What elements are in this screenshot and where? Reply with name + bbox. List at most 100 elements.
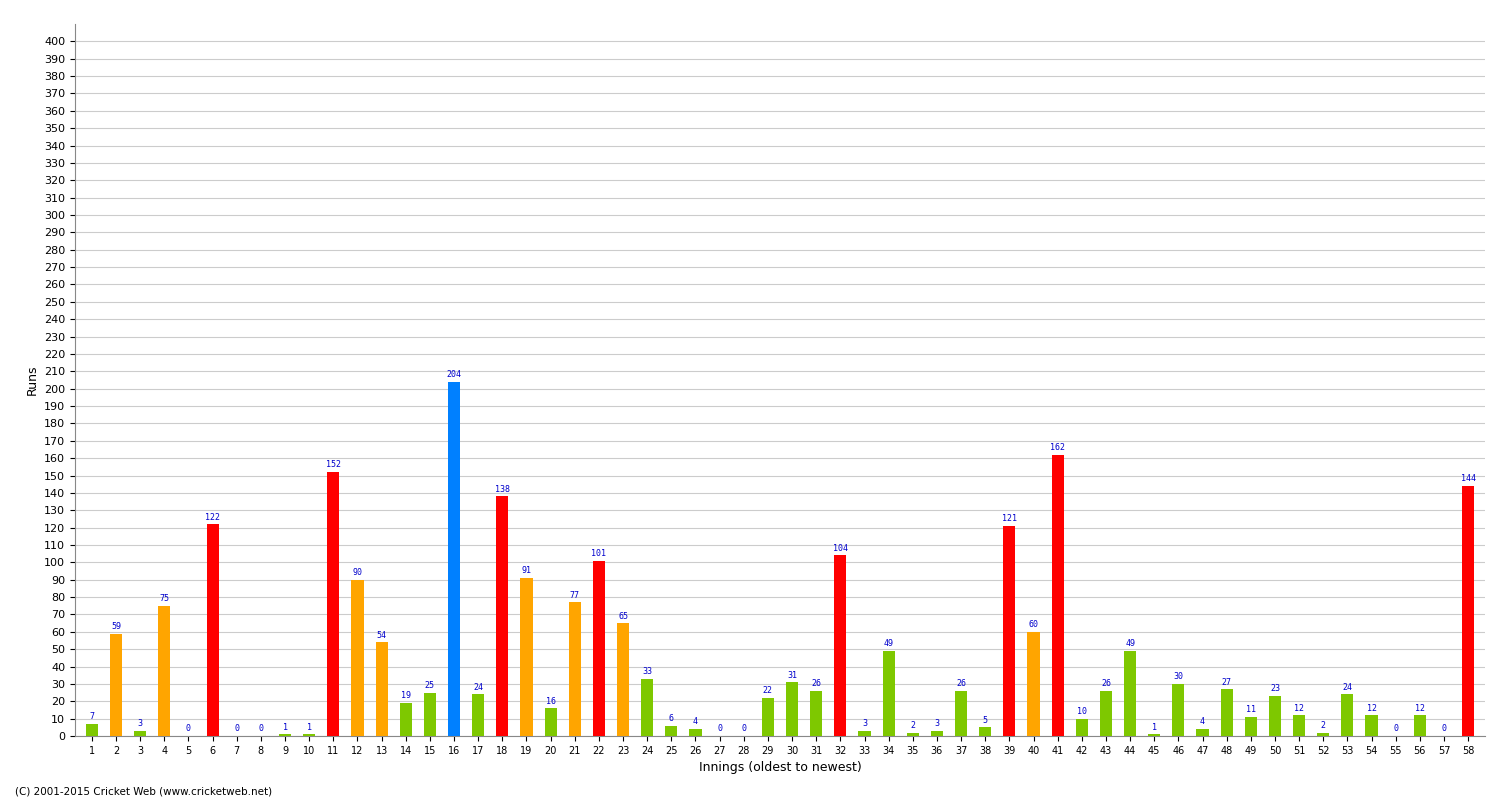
- Text: 0: 0: [186, 724, 190, 734]
- Bar: [448, 382, 460, 736]
- Text: 24: 24: [1342, 682, 1353, 692]
- Text: 0: 0: [717, 724, 722, 734]
- Text: 6: 6: [669, 714, 674, 723]
- Bar: [666, 726, 678, 736]
- Text: 122: 122: [206, 513, 220, 522]
- Bar: [1341, 694, 1353, 736]
- Bar: [496, 496, 508, 736]
- Bar: [1365, 715, 1377, 736]
- Bar: [424, 693, 436, 736]
- Text: 22: 22: [764, 686, 772, 695]
- Text: 3: 3: [934, 719, 939, 728]
- Bar: [1462, 486, 1474, 736]
- Bar: [882, 651, 894, 736]
- Text: 204: 204: [447, 370, 462, 379]
- Text: 101: 101: [591, 549, 606, 558]
- Bar: [1245, 717, 1257, 736]
- Text: 65: 65: [618, 611, 628, 621]
- Bar: [375, 642, 387, 736]
- Text: 3: 3: [862, 719, 867, 728]
- Text: (C) 2001-2015 Cricket Web (www.cricketweb.net): (C) 2001-2015 Cricket Web (www.cricketwe…: [15, 786, 272, 796]
- Text: 75: 75: [159, 594, 170, 603]
- Bar: [616, 623, 628, 736]
- Text: 16: 16: [546, 697, 555, 706]
- Text: 3: 3: [138, 719, 142, 728]
- Text: 60: 60: [1029, 620, 1038, 630]
- Bar: [1004, 526, 1016, 736]
- Bar: [932, 730, 944, 736]
- Bar: [1221, 689, 1233, 736]
- Bar: [956, 691, 968, 736]
- Text: 1: 1: [306, 722, 312, 732]
- Bar: [1269, 696, 1281, 736]
- Text: 26: 26: [812, 679, 820, 688]
- Text: 0: 0: [1442, 724, 1446, 734]
- Text: 121: 121: [1002, 514, 1017, 523]
- Text: 5: 5: [982, 716, 987, 725]
- Text: 26: 26: [956, 679, 966, 688]
- Text: 26: 26: [1101, 679, 1112, 688]
- Bar: [1414, 715, 1426, 736]
- Bar: [327, 472, 339, 736]
- Bar: [472, 694, 484, 736]
- Text: 0: 0: [1394, 724, 1398, 734]
- Text: 10: 10: [1077, 707, 1088, 716]
- X-axis label: Innings (oldest to newest): Innings (oldest to newest): [699, 762, 861, 774]
- Y-axis label: Runs: Runs: [26, 365, 39, 395]
- Bar: [834, 555, 846, 736]
- Text: 4: 4: [1200, 718, 1204, 726]
- Text: 12: 12: [1366, 703, 1377, 713]
- Text: 0: 0: [234, 724, 240, 734]
- Bar: [1173, 684, 1185, 736]
- Bar: [1100, 691, 1112, 736]
- Text: 12: 12: [1294, 703, 1304, 713]
- Text: 49: 49: [884, 639, 894, 648]
- Bar: [568, 602, 580, 736]
- Bar: [399, 703, 412, 736]
- Text: 12: 12: [1414, 703, 1425, 713]
- Bar: [544, 708, 556, 736]
- Text: 27: 27: [1221, 678, 1232, 686]
- Bar: [520, 578, 532, 736]
- Text: 1: 1: [282, 722, 288, 732]
- Bar: [640, 678, 652, 736]
- Text: 7: 7: [90, 712, 94, 722]
- Bar: [110, 634, 122, 736]
- Bar: [908, 733, 920, 736]
- Text: 138: 138: [495, 485, 510, 494]
- Bar: [762, 698, 774, 736]
- Text: 0: 0: [258, 724, 264, 734]
- Text: 30: 30: [1173, 672, 1184, 682]
- Text: 25: 25: [424, 681, 435, 690]
- Text: 24: 24: [472, 682, 483, 692]
- Text: 59: 59: [111, 622, 122, 631]
- Bar: [1148, 734, 1161, 736]
- Bar: [786, 682, 798, 736]
- Bar: [1052, 454, 1064, 736]
- Text: 4: 4: [693, 718, 698, 726]
- Bar: [1124, 651, 1136, 736]
- Text: 54: 54: [376, 630, 387, 640]
- Bar: [592, 561, 604, 736]
- Bar: [980, 727, 992, 736]
- Bar: [1293, 715, 1305, 736]
- Bar: [86, 724, 98, 736]
- Bar: [1076, 718, 1088, 736]
- Text: 0: 0: [741, 724, 747, 734]
- Bar: [858, 730, 870, 736]
- Text: 144: 144: [1461, 474, 1476, 483]
- Text: 1: 1: [1152, 722, 1156, 732]
- Bar: [159, 606, 171, 736]
- Bar: [207, 524, 219, 736]
- Text: 104: 104: [833, 544, 848, 553]
- Bar: [1028, 632, 1039, 736]
- Text: 49: 49: [1125, 639, 1136, 648]
- Text: 11: 11: [1246, 706, 1256, 714]
- Text: 91: 91: [522, 566, 531, 575]
- Bar: [134, 730, 146, 736]
- Text: 23: 23: [1270, 685, 1280, 694]
- Text: 152: 152: [326, 461, 340, 470]
- Bar: [1317, 733, 1329, 736]
- Bar: [303, 734, 315, 736]
- Text: 19: 19: [400, 691, 411, 701]
